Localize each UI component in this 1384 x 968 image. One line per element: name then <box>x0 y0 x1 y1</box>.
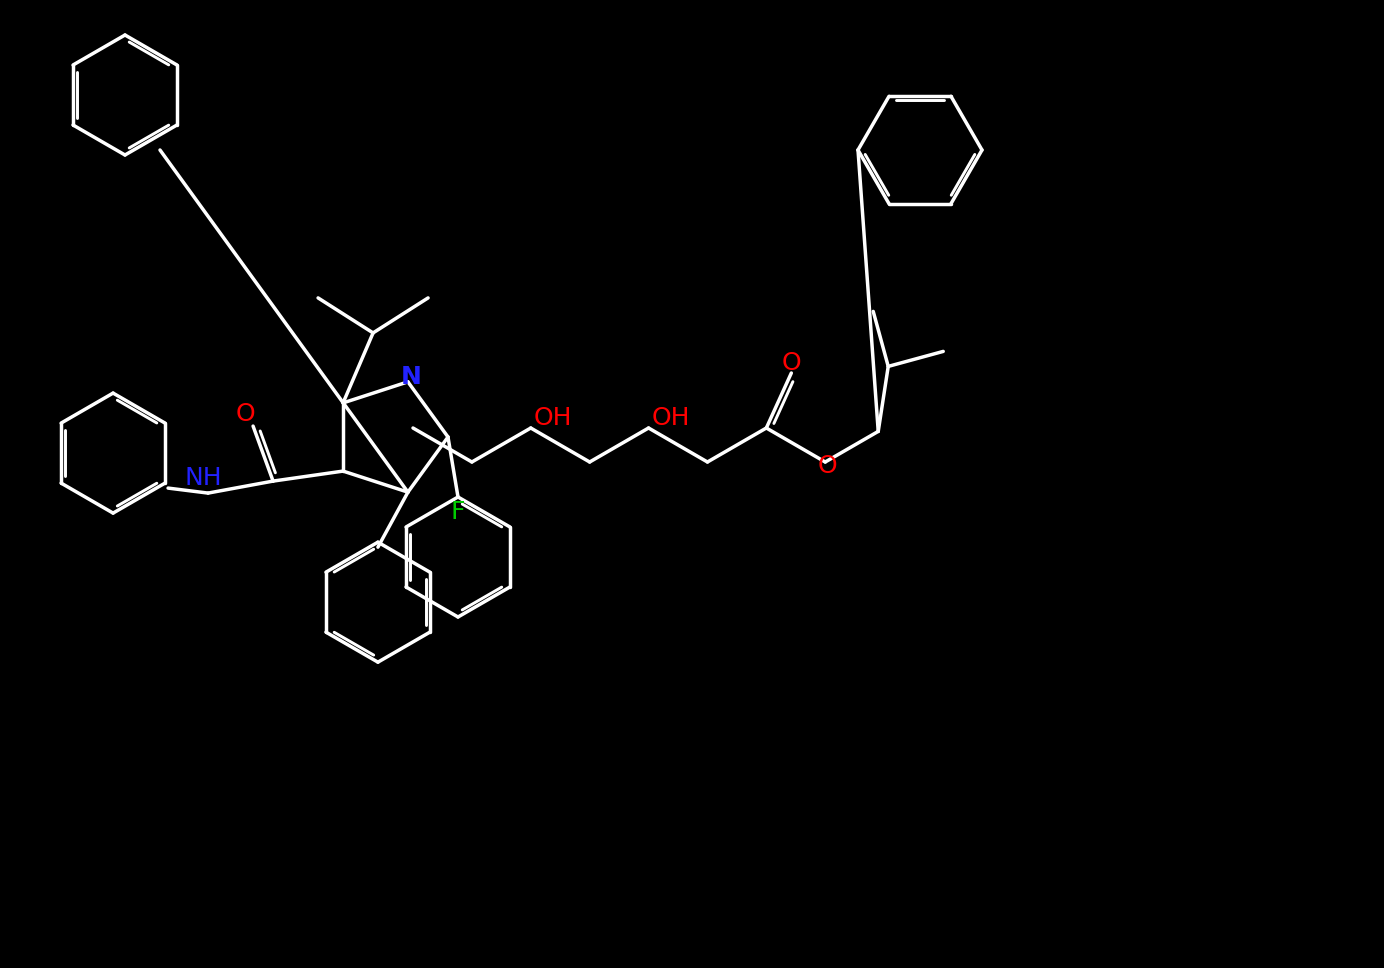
Text: OH: OH <box>652 406 689 430</box>
Text: O: O <box>235 402 255 426</box>
Text: F: F <box>451 500 465 524</box>
Text: OH: OH <box>533 406 572 430</box>
Text: O: O <box>782 351 801 375</box>
Text: N: N <box>400 365 421 389</box>
Text: O: O <box>818 454 837 478</box>
Text: NH: NH <box>184 466 221 490</box>
